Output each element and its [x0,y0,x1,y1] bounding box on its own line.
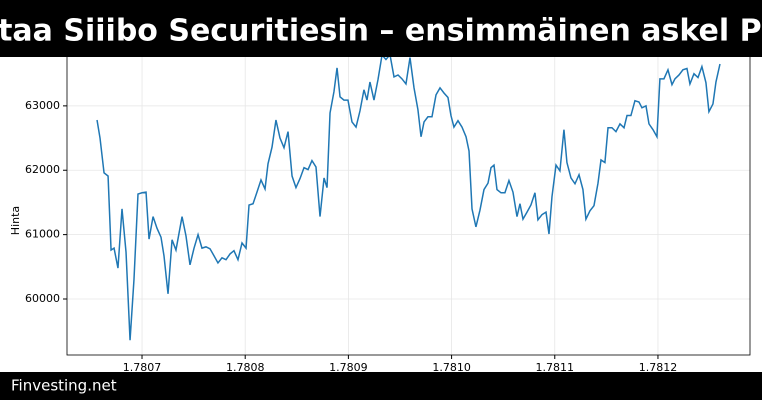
plot-area: 60000 61000 62000 63000 1.7807 1.7808 1.7809 1.… [9,45,751,374]
x-tick-label: 1.7812 [639,361,678,374]
y-tick-label: 62000 [25,163,60,176]
y-tick-label: 63000 [25,99,60,112]
footer-bar [0,372,762,400]
y-axis-label: Hinta [9,206,22,235]
price-line [96,52,721,341]
x-tick-label: 1.7810 [432,361,471,374]
footer-text: Finvesting.net [11,377,117,395]
x-tick-label: 1.7809 [329,361,368,374]
y-tick-label: 60000 [25,292,60,305]
x-tick-label: 1.7808 [226,361,265,374]
x-tick-label: 1.7807 [123,361,162,374]
title-banner [0,0,762,57]
x-tick-label: 1.7811 [536,361,575,374]
chart-title: Ostaa Siiibo Securitiesin – ensimmäinen … [0,14,762,49]
y-tick-label: 61000 [25,228,60,241]
